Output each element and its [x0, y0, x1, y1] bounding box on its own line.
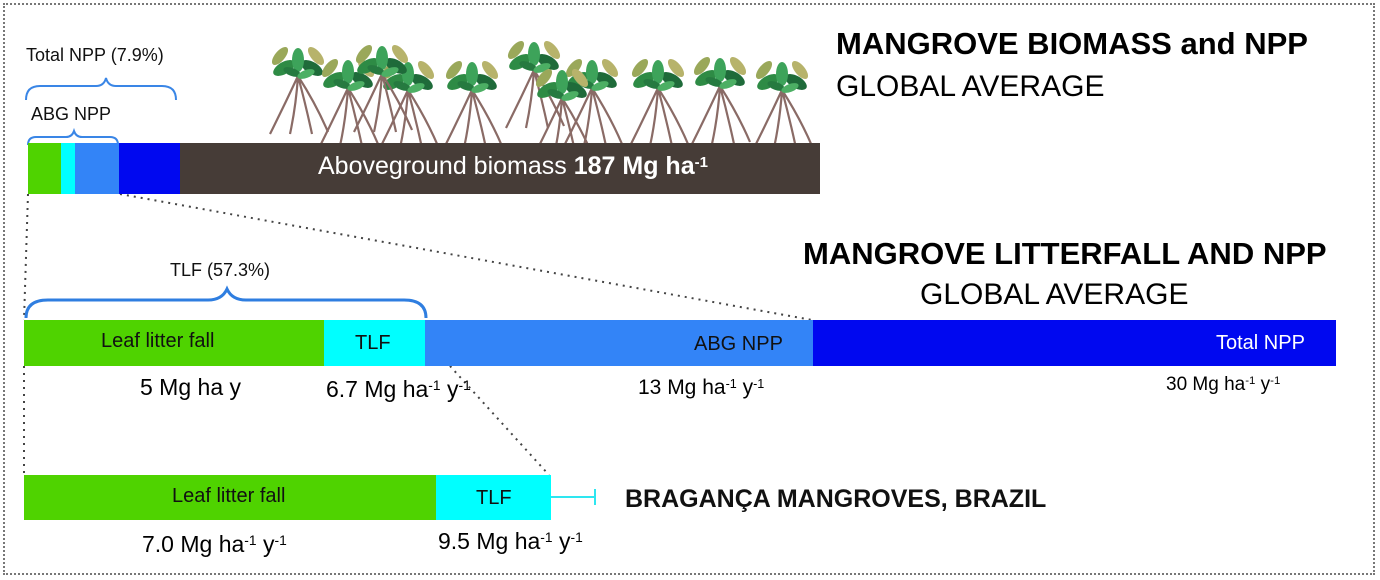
biomass-title: MANGROVE BIOMASS and NPP — [836, 26, 1308, 61]
braganca-tlf-segment — [436, 475, 551, 520]
abg-npp-label: ABG NPP — [694, 333, 783, 355]
biomass-leaf-segment — [28, 143, 61, 194]
total-npp-bracket-label: Total NPP (7.9%) — [26, 45, 164, 65]
mangrove-trees-illustration — [267, 40, 814, 146]
biomass-aboveground-segment — [180, 143, 820, 194]
tlf-bracket-shape — [24, 285, 428, 319]
tlf-segment — [324, 320, 425, 366]
biomass-tlf-segment — [61, 143, 75, 194]
abg-npp-segment — [425, 320, 813, 366]
biomass-abg-segment — [75, 143, 119, 194]
leaf-litter-label: Leaf litter fall — [101, 330, 215, 352]
abg-npp-bracket-shape — [27, 127, 119, 146]
total-npp-label: Total NPP — [1216, 332, 1305, 354]
braganca-tlf-value: 9.5 Mg ha-1 y-1 — [438, 528, 583, 554]
leaf-litter-value: 5 Mg ha y — [140, 374, 241, 400]
tlf-value: 6.7 Mg ha-1 y-1 — [326, 376, 471, 402]
connector-right-top — [119, 193, 813, 321]
litterfall-bar: Leaf litter fall TLF ABG NPP Total NPP — [24, 320, 1336, 366]
braganca-leaf-value: 7.0 Mg ha-1 y-1 — [142, 531, 287, 557]
braganca-leaf-segment — [24, 475, 436, 520]
abg-npp-bracket-label: ABG NPP — [31, 104, 112, 124]
abg-npp-value: 13 Mg ha-1 y-1 — [638, 376, 765, 399]
total-npp-segment — [813, 320, 1336, 366]
braganca-leaf-label: Leaf litter fall — [172, 485, 286, 507]
braganca-tlf-label: TLF — [476, 487, 512, 509]
figure-frame — [3, 3, 1375, 575]
biomass-label: Aboveground biomass 187 Mg ha-1 — [318, 152, 708, 180]
leaf-litter-segment — [24, 320, 324, 366]
connector-left-top — [23, 193, 29, 321]
biomass-bar: Aboveground biomass 187 Mg ha-1 — [28, 143, 820, 194]
tlf-label: TLF — [355, 332, 391, 354]
litterfall-subtitle: GLOBAL AVERAGE — [920, 278, 1189, 311]
braganca-title: BRAGANÇA MANGROVES, BRAZIL — [625, 485, 1047, 513]
braganca-bar: Leaf litter fall TLF — [24, 475, 551, 520]
total-npp-bracket-shape — [25, 77, 177, 101]
litterfall-title: MANGROVE LITTERFALL AND NPP — [803, 236, 1327, 271]
tlf-bracket-label: TLF (57.3%) — [170, 260, 271, 280]
total-npp-value: 30 Mg ha-1 y-1 — [1166, 374, 1281, 395]
biomass-subtitle: GLOBAL AVERAGE — [836, 70, 1105, 103]
biomass-total-npp-segment — [119, 143, 180, 194]
